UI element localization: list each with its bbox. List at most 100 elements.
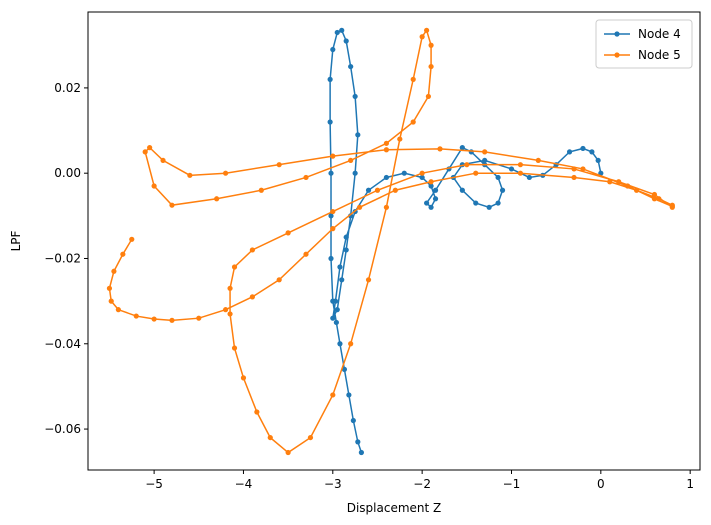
point [374, 187, 381, 193]
point [151, 316, 157, 322]
point [332, 298, 339, 304]
point [459, 145, 465, 151]
point [327, 76, 333, 82]
point [120, 251, 126, 257]
point [580, 166, 586, 172]
y-axis-label: LPF [9, 230, 23, 251]
point [330, 315, 336, 321]
point [464, 162, 470, 168]
point [334, 29, 340, 36]
point [227, 311, 233, 317]
point [526, 174, 532, 181]
point [432, 196, 439, 202]
point [303, 174, 309, 181]
point [147, 145, 153, 151]
point [508, 166, 515, 172]
point [231, 345, 238, 351]
point [486, 204, 492, 210]
point [337, 264, 343, 270]
point [327, 119, 333, 125]
y-tick-label: −0.04 [44, 337, 81, 351]
point [633, 187, 640, 193]
point [473, 170, 479, 176]
point [352, 93, 358, 100]
y-tick-label: 0.02 [54, 81, 81, 95]
point [187, 172, 193, 178]
x-tick-label: −1 [503, 477, 521, 491]
point [231, 264, 238, 270]
point [428, 42, 434, 48]
point [285, 230, 291, 236]
point [616, 179, 622, 185]
point [432, 187, 439, 193]
point [348, 341, 354, 347]
point [339, 277, 345, 283]
point [468, 149, 474, 155]
point [651, 196, 658, 202]
legend-box [595, 19, 693, 69]
point [108, 298, 114, 304]
point [410, 119, 416, 125]
point [222, 170, 229, 176]
point [625, 183, 631, 189]
point [169, 202, 175, 208]
point [383, 147, 390, 153]
point [419, 34, 425, 40]
point [343, 38, 349, 44]
point [334, 307, 340, 313]
point [276, 277, 282, 283]
x-axis-label: Displacement Z [347, 501, 442, 515]
point [328, 255, 334, 262]
point [397, 136, 403, 142]
point [254, 409, 260, 415]
point [419, 174, 425, 181]
point [343, 247, 349, 253]
point [142, 149, 148, 155]
point [348, 63, 354, 70]
point [428, 63, 434, 70]
x-tick-label: −3 [324, 477, 342, 491]
x-tick-label: −4 [235, 477, 253, 491]
point [169, 317, 175, 323]
point [428, 204, 434, 210]
series-line [329, 29, 602, 453]
point [365, 187, 372, 193]
point [111, 268, 117, 274]
point [365, 277, 372, 283]
point [214, 196, 220, 202]
point [482, 157, 488, 164]
point [358, 449, 364, 456]
point [339, 27, 345, 33]
point [337, 341, 343, 347]
point [352, 170, 358, 176]
legend-marker [614, 52, 620, 58]
legend: Node 4 Node 5 [595, 19, 693, 69]
x-tick-label: −5 [145, 477, 163, 491]
point [160, 157, 166, 164]
point [341, 366, 348, 372]
point [571, 174, 577, 181]
point [437, 146, 443, 152]
point [566, 149, 573, 155]
point [350, 417, 356, 424]
point [589, 149, 595, 155]
point [348, 157, 354, 164]
point [249, 294, 255, 300]
point [133, 313, 139, 319]
point [151, 183, 157, 189]
point [473, 200, 479, 206]
point [343, 234, 349, 240]
point [307, 434, 314, 441]
point [196, 315, 202, 321]
point [249, 247, 255, 253]
point [495, 174, 501, 181]
legend-label: Node 4 [638, 27, 681, 41]
point [517, 170, 524, 176]
y-tick-label: −0.06 [44, 422, 81, 436]
x-tick-label: 0 [597, 477, 605, 491]
point [401, 170, 407, 176]
axes-frame [87, 11, 701, 471]
point [330, 392, 336, 398]
point [517, 162, 524, 168]
